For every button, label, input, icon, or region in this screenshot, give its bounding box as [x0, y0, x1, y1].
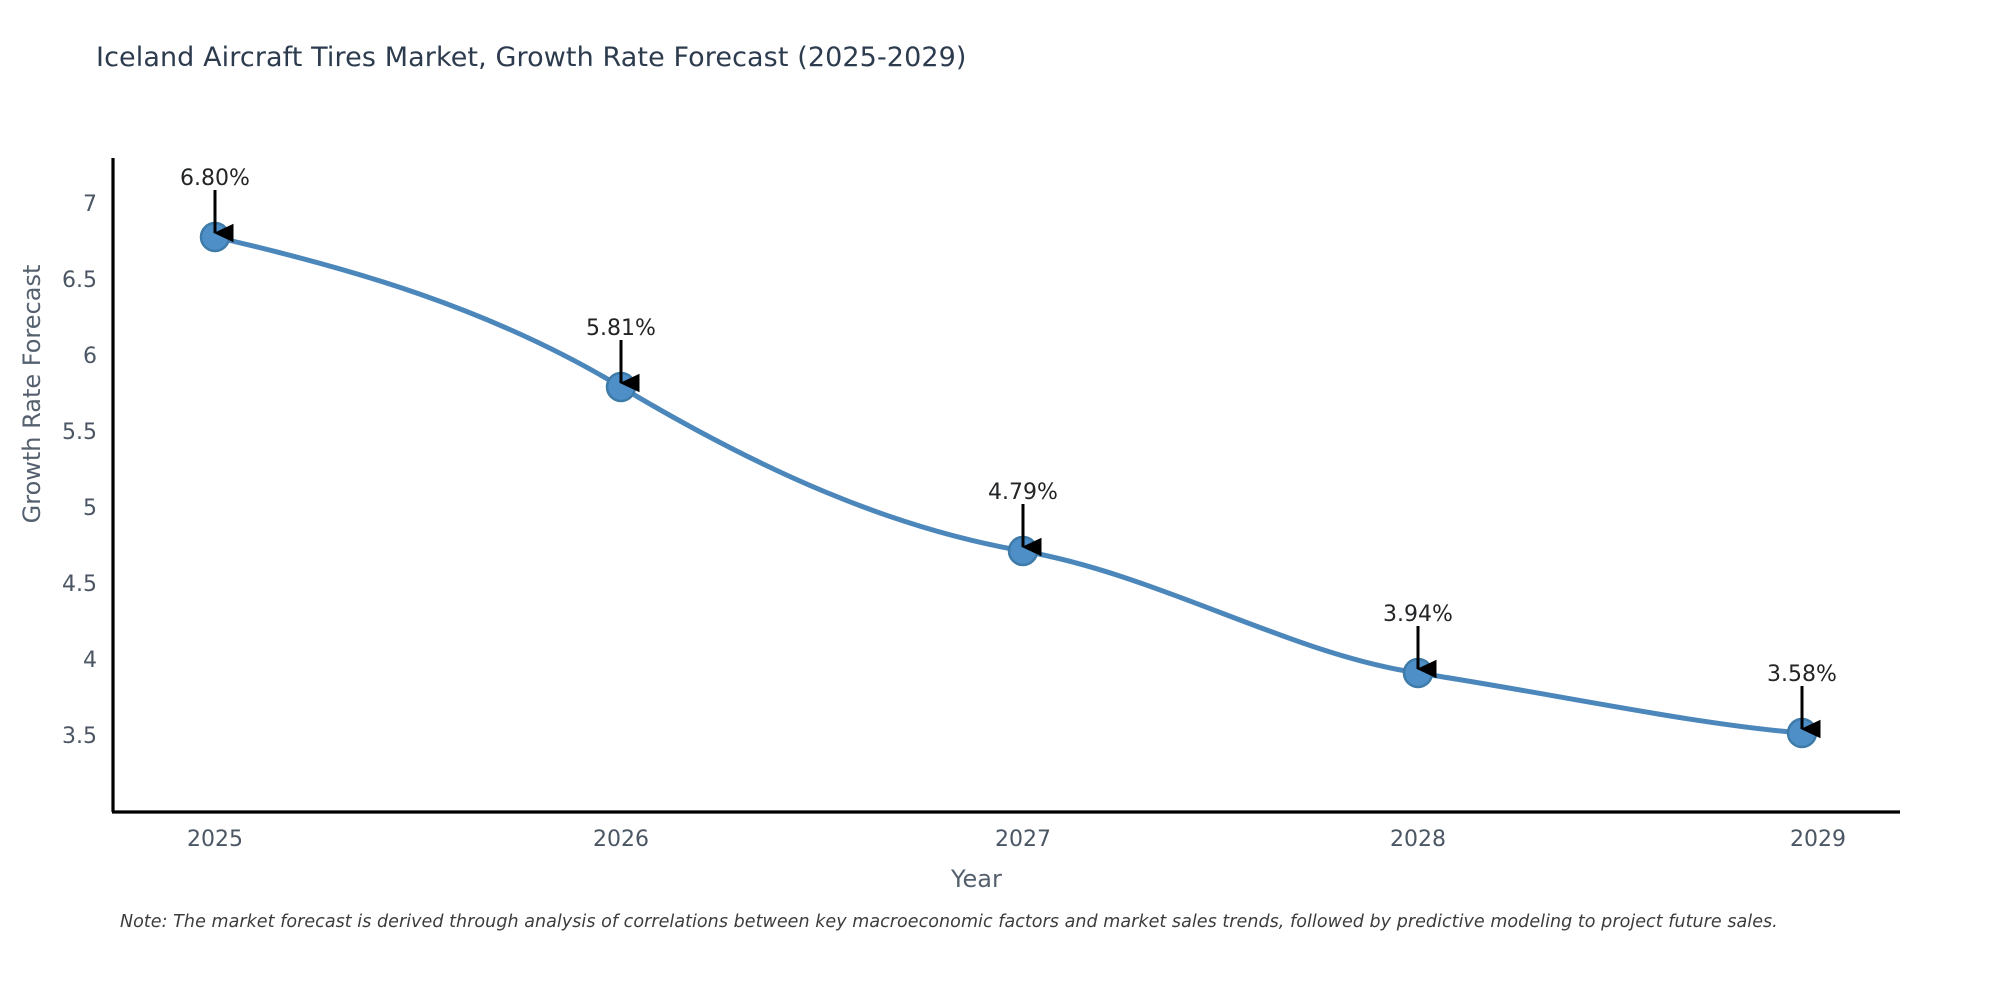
- chart-footnote: Note: The market forecast is derived thr…: [120, 912, 1778, 932]
- y-tick-label: 7: [83, 192, 97, 217]
- x-tick-label: 2025: [187, 827, 243, 852]
- x-axis-title: Year: [951, 865, 1002, 893]
- y-tick-label: 6.5: [62, 268, 97, 293]
- y-tick-label: 6: [83, 344, 97, 369]
- y-tick-label: 4.5: [62, 572, 97, 597]
- x-tick-label: 2029: [1790, 827, 1846, 852]
- y-tick-label: 3.5: [62, 724, 97, 749]
- data-point-label: 5.81%: [586, 316, 656, 341]
- y-tick-label: 4: [83, 648, 97, 673]
- x-tick-label: 2028: [1390, 827, 1446, 852]
- x-tick-label: 2027: [995, 827, 1051, 852]
- data-point-label: 3.94%: [1383, 602, 1453, 627]
- data-point-label: 4.79%: [988, 480, 1058, 505]
- data-point-label: 6.80%: [180, 166, 250, 191]
- data-point-label: 3.58%: [1767, 662, 1837, 687]
- y-tick-label: 5: [83, 496, 97, 521]
- y-tick-label: 5.5: [62, 420, 97, 445]
- x-tick-label: 2026: [593, 827, 649, 852]
- chart-title: Iceland Aircraft Tires Market, Growth Ra…: [96, 42, 967, 73]
